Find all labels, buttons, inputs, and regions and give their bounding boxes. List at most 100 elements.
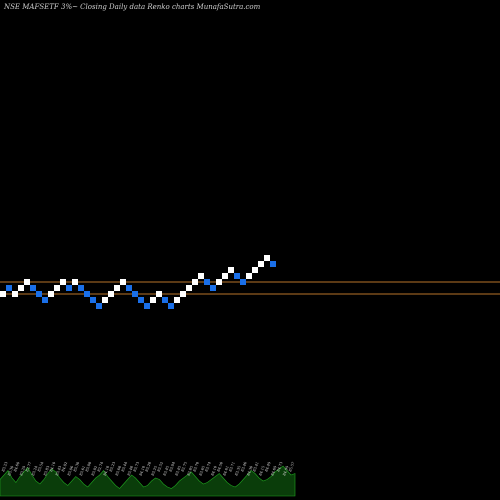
volume-label: 84.18 xyxy=(103,465,111,477)
volume-label: 83.83 xyxy=(43,465,51,477)
renko-brick-up xyxy=(246,273,252,279)
volume-label: 84.02 xyxy=(61,461,68,472)
volume-label: 84.10 xyxy=(210,465,218,477)
volume-label: 84.73 xyxy=(276,461,284,473)
volume-label: 83.73 xyxy=(133,461,141,473)
renko-brick-up xyxy=(114,285,120,291)
volume-label: 83.46 xyxy=(240,461,248,473)
volume-label: 83.61 xyxy=(79,465,86,476)
renko-brick-up xyxy=(108,291,114,297)
volume-label: 82.77 xyxy=(25,461,33,473)
renko-brick-up xyxy=(174,297,180,303)
renko-brick-up xyxy=(264,255,270,261)
volume-label: 83.35 xyxy=(234,465,242,477)
renko-brick-up xyxy=(102,297,108,303)
volume-label: 84.49 xyxy=(264,461,272,473)
renko-brick-down xyxy=(66,285,72,291)
volume-label: 84.69 xyxy=(270,465,278,477)
volume-label: 83.74 xyxy=(204,461,212,473)
renko-brick-up xyxy=(180,291,186,297)
chart-title: NSE MAFSETF 3%~ Closing Daily data Renko… xyxy=(3,3,261,11)
renko-brick-down xyxy=(90,297,96,303)
volume-label: 83.29 xyxy=(19,465,27,477)
renko-brick-up xyxy=(216,279,222,285)
volume-label: 83.30 xyxy=(73,461,81,473)
renko-brick-down xyxy=(240,279,246,285)
volume-label: 84.30 xyxy=(246,465,254,477)
volume-label: 83.70 xyxy=(193,461,201,473)
volume-label: 83.54 xyxy=(37,461,45,473)
volume-label: 83.45 xyxy=(175,465,183,477)
renko-brick-down xyxy=(132,291,138,297)
renko-brick-down xyxy=(30,285,36,291)
renko-brick-up xyxy=(72,279,78,285)
renko-brick-up xyxy=(48,291,54,297)
volume-label: 83.71 xyxy=(228,461,235,472)
renko-brick-up xyxy=(12,291,18,297)
volume-area xyxy=(0,465,296,497)
volume-label: 83.65 xyxy=(198,465,206,477)
renko-brick-down xyxy=(144,303,150,309)
volume-label: 83.24 xyxy=(31,465,39,477)
renko-brick-down xyxy=(204,279,210,285)
volume-label: 84.60 xyxy=(13,461,21,473)
renko-brick-down xyxy=(6,285,12,291)
renko-brick-down xyxy=(234,273,240,279)
renko-brick-up xyxy=(186,285,192,291)
volume-label: 83.41 xyxy=(252,461,259,472)
renko-brick-down xyxy=(138,297,144,303)
volume-label: 83.44 xyxy=(121,461,129,473)
volume-label: 84.99 xyxy=(282,465,290,477)
volume-label: 82.75 xyxy=(181,461,189,473)
volume-label: 84.50 xyxy=(216,461,224,473)
renko-brick-up xyxy=(228,267,234,273)
renko-brick-down xyxy=(168,303,174,309)
volume-label: 84.10 xyxy=(49,461,57,473)
renko-brick-up xyxy=(120,279,126,285)
renko-brick-down xyxy=(270,261,276,267)
volume-label: 83.23 xyxy=(109,461,117,473)
renko-brick-up xyxy=(18,285,24,291)
volume-label: 84.61 xyxy=(222,465,229,476)
volume-label: 84.10 xyxy=(139,465,147,477)
renko-bricks xyxy=(0,255,276,309)
volume-label: 83.08 xyxy=(85,461,93,473)
volume-label: 82.52 xyxy=(157,461,164,472)
volume-label: 83.02 xyxy=(91,465,98,476)
renko-brick-up xyxy=(252,267,258,273)
volume-label: 83.28 xyxy=(145,461,153,473)
renko-brick-down xyxy=(84,291,90,297)
volume-label: 83.23 xyxy=(1,461,9,473)
volume-label: 82.85 xyxy=(187,465,195,477)
renko-brick-up xyxy=(60,279,66,285)
renko-brick-down xyxy=(126,285,132,291)
volume-area-shape xyxy=(0,465,296,497)
volume-label: 83.48 xyxy=(127,465,135,477)
renko-brick-down xyxy=(210,285,216,291)
renko-brick-up xyxy=(192,279,198,285)
volume-label: 84.15 xyxy=(258,465,266,477)
renko-brick-up xyxy=(222,273,228,279)
volume-label: 83.43 xyxy=(55,465,63,477)
volume-label: 83.30 xyxy=(7,465,15,477)
volume-label: 83.68 xyxy=(115,465,123,477)
volume-label: 82.74 xyxy=(97,461,105,473)
volume-label: 83.45 xyxy=(163,465,171,477)
renko-brick-up xyxy=(198,273,204,279)
renko-brick-down xyxy=(42,297,48,303)
renko-brick-up xyxy=(258,261,264,267)
renko-brick-down xyxy=(78,285,84,291)
renko-brick-down xyxy=(162,297,168,303)
renko-brick-up xyxy=(24,279,30,285)
renko-brick-up xyxy=(156,291,162,297)
renko-brick-down xyxy=(36,291,42,297)
volume-label: 83.06 xyxy=(67,465,75,477)
volume-label: 85.57 xyxy=(288,461,296,473)
renko-brick-up xyxy=(0,291,6,297)
volume-label: 83.04 xyxy=(169,461,177,473)
reference-lines xyxy=(0,281,500,295)
volume-label: 83.25 xyxy=(151,465,159,477)
volume-labels: 83.2383.3084.6083.2982.7783.2483.5483.83… xyxy=(1,461,296,477)
